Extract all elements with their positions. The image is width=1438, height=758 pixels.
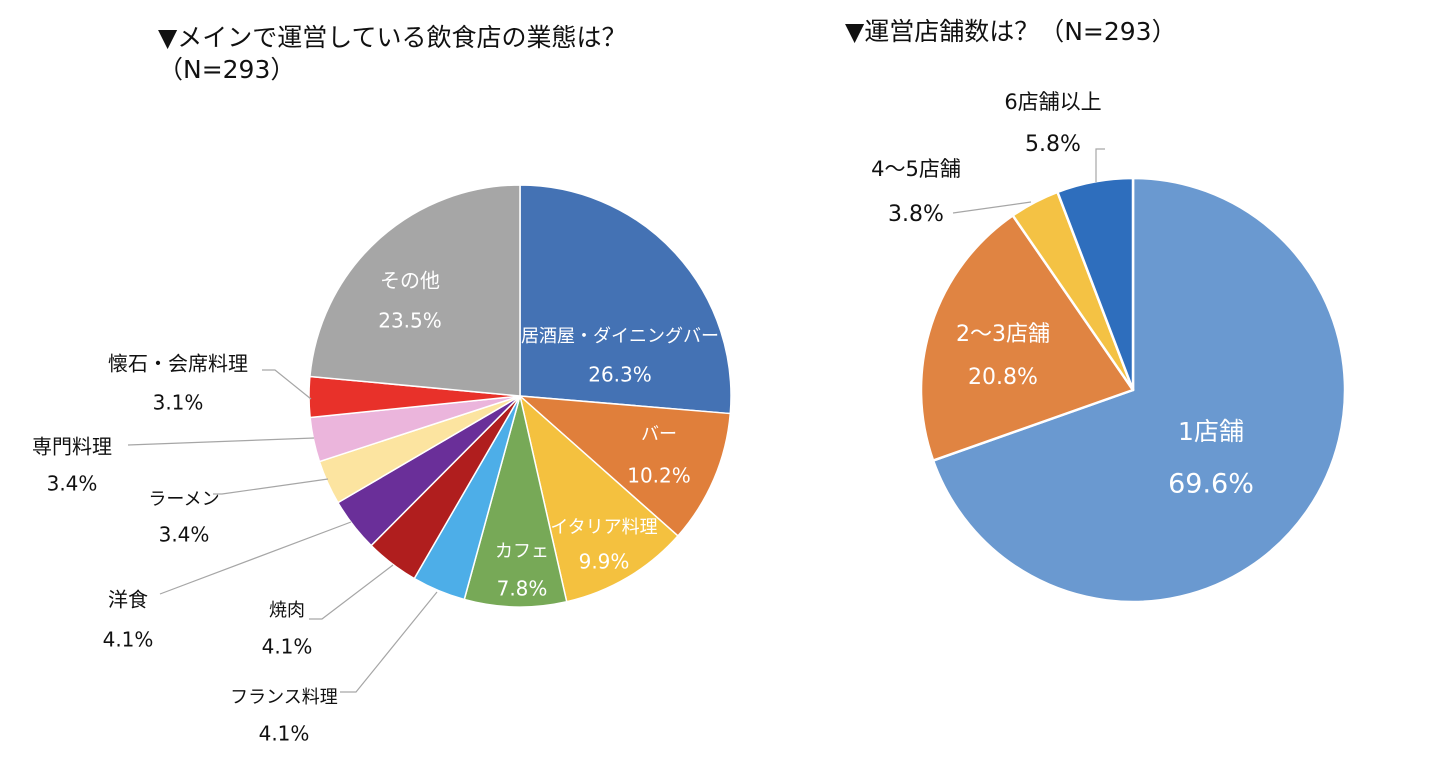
leader-line: [1095, 148, 1105, 182]
slice-value-label: 9.9%: [579, 550, 630, 574]
pie-slice: [519, 184, 732, 415]
slice-value-label: 3.1%: [153, 391, 204, 415]
left-chart-title: ▼メインで運営している飲食店の業態は？ （N=293）: [158, 22, 626, 86]
leader-line: [340, 591, 438, 693]
leader-line: [309, 564, 394, 620]
leader-line: [127, 437, 315, 446]
slice-label: その他: [380, 269, 440, 293]
pie-slice: [1056, 176, 1135, 392]
slice-value-label: 3.4%: [47, 472, 98, 496]
leader-line: [262, 369, 312, 400]
leader-line: [159, 521, 352, 595]
pie-slice: [519, 395, 679, 603]
leader-line: [213, 478, 329, 495]
right-pie-chart: 1店舗 69.6% 2～3店舗 20.8% 4～5店舗 3.8% 6店舗以上 5.8%: [871, 90, 1347, 604]
leader-line: [952, 201, 1032, 214]
slice-label: 1店舗: [1178, 417, 1244, 446]
slice-label: ラーメン: [148, 489, 219, 510]
slice-label: イタリア料理: [550, 517, 657, 538]
slice-value-label: 4.1%: [259, 722, 310, 746]
slice-label: 懐石・会席料理: [108, 352, 248, 376]
slice-value-label: 5.8%: [1025, 132, 1081, 157]
slice-value-label: 4.1%: [103, 628, 154, 652]
slice-value-label: 3.4%: [159, 523, 210, 547]
slice-value-label: 26.3%: [588, 363, 652, 387]
slice-value-label: 20.8%: [968, 365, 1038, 390]
slice-label: 6店舗以上: [1004, 90, 1101, 114]
right-chart-title: ▼運営店舗数は？（N=293）: [845, 17, 1177, 46]
pie-slice: [931, 176, 1347, 604]
slice-label: 居酒屋・ダイニングバー: [521, 326, 719, 347]
slice-value-label: 10.2%: [627, 464, 691, 488]
pie-slice: [519, 395, 732, 537]
pie-slice: [919, 214, 1135, 462]
left-chart-title-line2: （N=293）: [158, 55, 296, 84]
slice-value-label: 3.8%: [888, 202, 944, 227]
left-pie-chart: 居酒屋・ダイニングバー 26.3% バー 10.2% イタリア料理 9.9% カフェ 7.8%…: [32, 184, 732, 746]
left-chart-title-line1: ▼メインで運営している飲食店の業態は？: [158, 23, 627, 52]
slice-label: バー: [641, 424, 677, 445]
slice-label: 焼肉: [269, 600, 305, 621]
slice-value-label: 4.1%: [262, 635, 313, 659]
slice-label: 専門料理: [32, 435, 112, 459]
slice-label: カフェ: [495, 541, 549, 562]
slice-value-label: 23.5%: [378, 309, 442, 333]
pie-slice: [309, 184, 521, 397]
slice-label: 4～5店舗: [871, 157, 961, 181]
slice-label: フランス料理: [230, 687, 338, 708]
pie-slice: [463, 395, 568, 608]
slice-value-label: 69.6%: [1168, 469, 1254, 500]
slice-value-label: 7.8%: [497, 577, 548, 601]
slice-label: 洋食: [108, 588, 148, 612]
slice-label: 2～3店舗: [956, 322, 1050, 347]
